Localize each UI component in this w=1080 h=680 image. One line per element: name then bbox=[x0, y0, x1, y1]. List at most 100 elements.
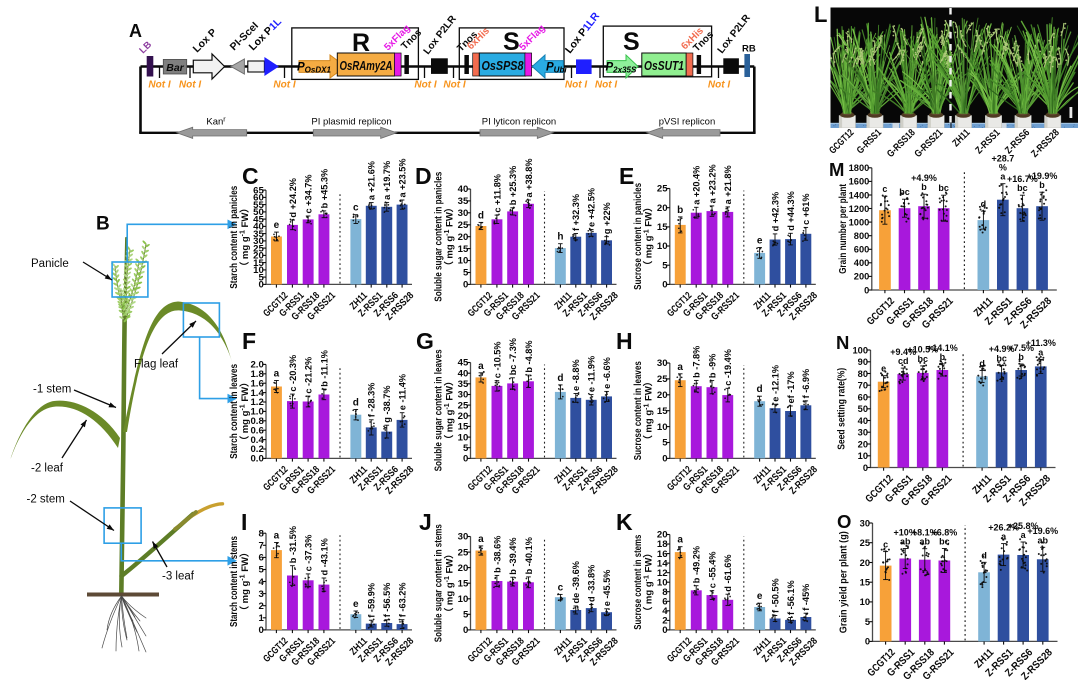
svg-text:-2 leaf: -2 leaf bbox=[31, 463, 64, 475]
svg-text:-1 stem: -1 stem bbox=[33, 384, 71, 396]
svg-text:a: a bbox=[274, 531, 280, 542]
svg-text:5: 5 bbox=[463, 268, 469, 279]
svg-text:a +21.8%: a +21.8% bbox=[723, 165, 733, 204]
svg-text:b -7.8%: b -7.8% bbox=[692, 346, 702, 378]
svg-text:POsDX1: POsDX1 bbox=[297, 61, 331, 74]
svg-text:1.0: 1.0 bbox=[250, 407, 263, 418]
svg-text:Starch content in panicles: Starch content in panicles bbox=[228, 186, 240, 289]
svg-text:e: e bbox=[881, 364, 886, 374]
svg-text:PI lyticon replicon: PI lyticon replicon bbox=[482, 117, 556, 128]
svg-text:（ mg g-1 FW）: （ mg g-1 FW） bbox=[643, 377, 655, 445]
svg-text:（ mg g-1 FW）: （ mg g-1 FW） bbox=[443, 376, 455, 444]
svg-text:K: K bbox=[616, 509, 633, 535]
svg-text:Grain number per plant: Grain number per plant bbox=[837, 184, 849, 274]
svg-text:4: 4 bbox=[662, 606, 668, 617]
svg-text:ef -17%: ef -17% bbox=[786, 371, 796, 403]
svg-text:b -11.1%: b -11.1% bbox=[319, 350, 329, 387]
svg-text:bc: bc bbox=[996, 353, 1007, 363]
svg-text:Sucrose content in stems: Sucrose content in stems bbox=[632, 535, 644, 630]
svg-text:c -55.4%: c -55.4% bbox=[707, 551, 717, 588]
svg-text:1000: 1000 bbox=[849, 217, 870, 227]
svg-text:Starch content in leaves: Starch content in leaves bbox=[228, 364, 240, 459]
svg-text:1200: 1200 bbox=[849, 204, 870, 214]
svg-text:c -19.4%: c -19.4% bbox=[723, 349, 733, 386]
svg-text:e -11.4%: e -11.4% bbox=[397, 374, 407, 410]
svg-text:Not I: Not I bbox=[595, 80, 617, 91]
svg-text:6: 6 bbox=[662, 597, 667, 608]
svg-text:f +32.3%: f +32.3% bbox=[571, 194, 581, 231]
svg-text:0: 0 bbox=[463, 454, 468, 465]
svg-text:20: 20 bbox=[458, 232, 469, 243]
svg-text:30: 30 bbox=[458, 532, 469, 543]
svg-text:20: 20 bbox=[657, 203, 668, 214]
svg-text:5: 5 bbox=[662, 438, 668, 449]
svg-text:c: c bbox=[882, 184, 887, 194]
svg-text:5: 5 bbox=[865, 617, 870, 627]
svg-text:f -28.3%: f -28.3% bbox=[367, 383, 377, 418]
svg-text:+16.7%: +16.7% bbox=[1007, 174, 1038, 184]
svg-text:（ mg g-1 FW）: （ mg g-1 FW） bbox=[443, 549, 455, 617]
svg-text:a: a bbox=[677, 362, 683, 373]
svg-text:bc: bc bbox=[899, 187, 910, 197]
svg-text:b -49.2%: b -49.2% bbox=[692, 546, 702, 583]
svg-text:20: 20 bbox=[657, 530, 668, 541]
svg-text:c +61%: c +61% bbox=[801, 193, 811, 224]
svg-text:35: 35 bbox=[458, 379, 469, 390]
svg-text:d: d bbox=[478, 210, 484, 221]
svg-text:a +38.8%: a +38.8% bbox=[524, 158, 534, 197]
svg-text:a: a bbox=[1038, 347, 1044, 357]
svg-text:d: d bbox=[557, 373, 563, 384]
svg-text:80: 80 bbox=[858, 369, 868, 379]
svg-text:20: 20 bbox=[657, 390, 668, 401]
svg-text:4: 4 bbox=[258, 577, 264, 588]
svg-text:2.0: 2.0 bbox=[250, 360, 263, 371]
svg-text:35: 35 bbox=[253, 229, 264, 240]
svg-text:1: 1 bbox=[258, 613, 264, 624]
svg-text:pVSI replicon: pVSI replicon bbox=[659, 117, 716, 128]
svg-text:a +19.7%: a +19.7% bbox=[382, 161, 392, 200]
svg-text:Soluble sugar content in panic: Soluble sugar content in panicles bbox=[433, 172, 445, 302]
svg-text:0.6: 0.6 bbox=[250, 425, 263, 436]
svg-text:d +42.3%: d +42.3% bbox=[770, 192, 780, 232]
svg-text:a: a bbox=[1001, 532, 1007, 542]
svg-text:d: d bbox=[979, 358, 985, 368]
svg-text:I: I bbox=[241, 509, 247, 535]
svg-text:e -6.6%: e -6.6% bbox=[602, 357, 612, 389]
svg-text:bc: bc bbox=[939, 537, 950, 547]
svg-text:15: 15 bbox=[458, 422, 469, 433]
svg-text:PI plasmid replicon: PI plasmid replicon bbox=[311, 117, 391, 128]
svg-text:40: 40 bbox=[253, 222, 264, 233]
svg-text:O: O bbox=[837, 511, 851, 532]
svg-text:15: 15 bbox=[253, 258, 264, 269]
svg-text:+11.3%: +11.3% bbox=[1026, 338, 1056, 348]
svg-text:800: 800 bbox=[854, 231, 870, 241]
svg-text:ab: ab bbox=[920, 537, 931, 547]
svg-text:+19.6%: +19.6% bbox=[1027, 526, 1058, 536]
svg-text:（ mg g-1 FW）: （ mg g-1 FW） bbox=[643, 548, 655, 616]
svg-text:OsSPS8: OsSPS8 bbox=[482, 59, 524, 73]
svg-text:55: 55 bbox=[253, 200, 264, 211]
svg-text:g -38.7%: g -38.7% bbox=[382, 385, 392, 422]
svg-text:10: 10 bbox=[858, 451, 868, 461]
svg-text:15: 15 bbox=[458, 244, 469, 255]
svg-text:c: c bbox=[883, 540, 888, 550]
svg-text:b +25.3%: b +25.3% bbox=[508, 166, 518, 206]
svg-text:6: 6 bbox=[258, 553, 263, 564]
svg-text:（ mg g-1 FW）: （ mg g-1 FW） bbox=[239, 203, 251, 271]
svg-text:600: 600 bbox=[854, 245, 870, 255]
svg-text:E: E bbox=[619, 163, 634, 189]
svg-text:J: J bbox=[419, 509, 432, 535]
svg-text:15: 15 bbox=[458, 578, 469, 589]
svg-text:bc: bc bbox=[938, 183, 949, 193]
svg-text:0.4: 0.4 bbox=[250, 435, 264, 446]
svg-text:c -21.2%: c -21.2% bbox=[304, 357, 314, 394]
svg-text:0.0: 0.0 bbox=[250, 454, 263, 465]
svg-text:+7.5%: +7.5% bbox=[1008, 343, 1034, 353]
svg-text:30: 30 bbox=[860, 518, 870, 528]
svg-text:OsRAmy2A: OsRAmy2A bbox=[340, 59, 393, 73]
svg-text:f -6.9%: f -6.9% bbox=[801, 369, 811, 399]
svg-text:d: d bbox=[353, 398, 359, 409]
svg-text:b -9%: b -9% bbox=[707, 354, 717, 379]
svg-text:40: 40 bbox=[458, 368, 469, 379]
svg-text:1.2: 1.2 bbox=[250, 397, 263, 408]
